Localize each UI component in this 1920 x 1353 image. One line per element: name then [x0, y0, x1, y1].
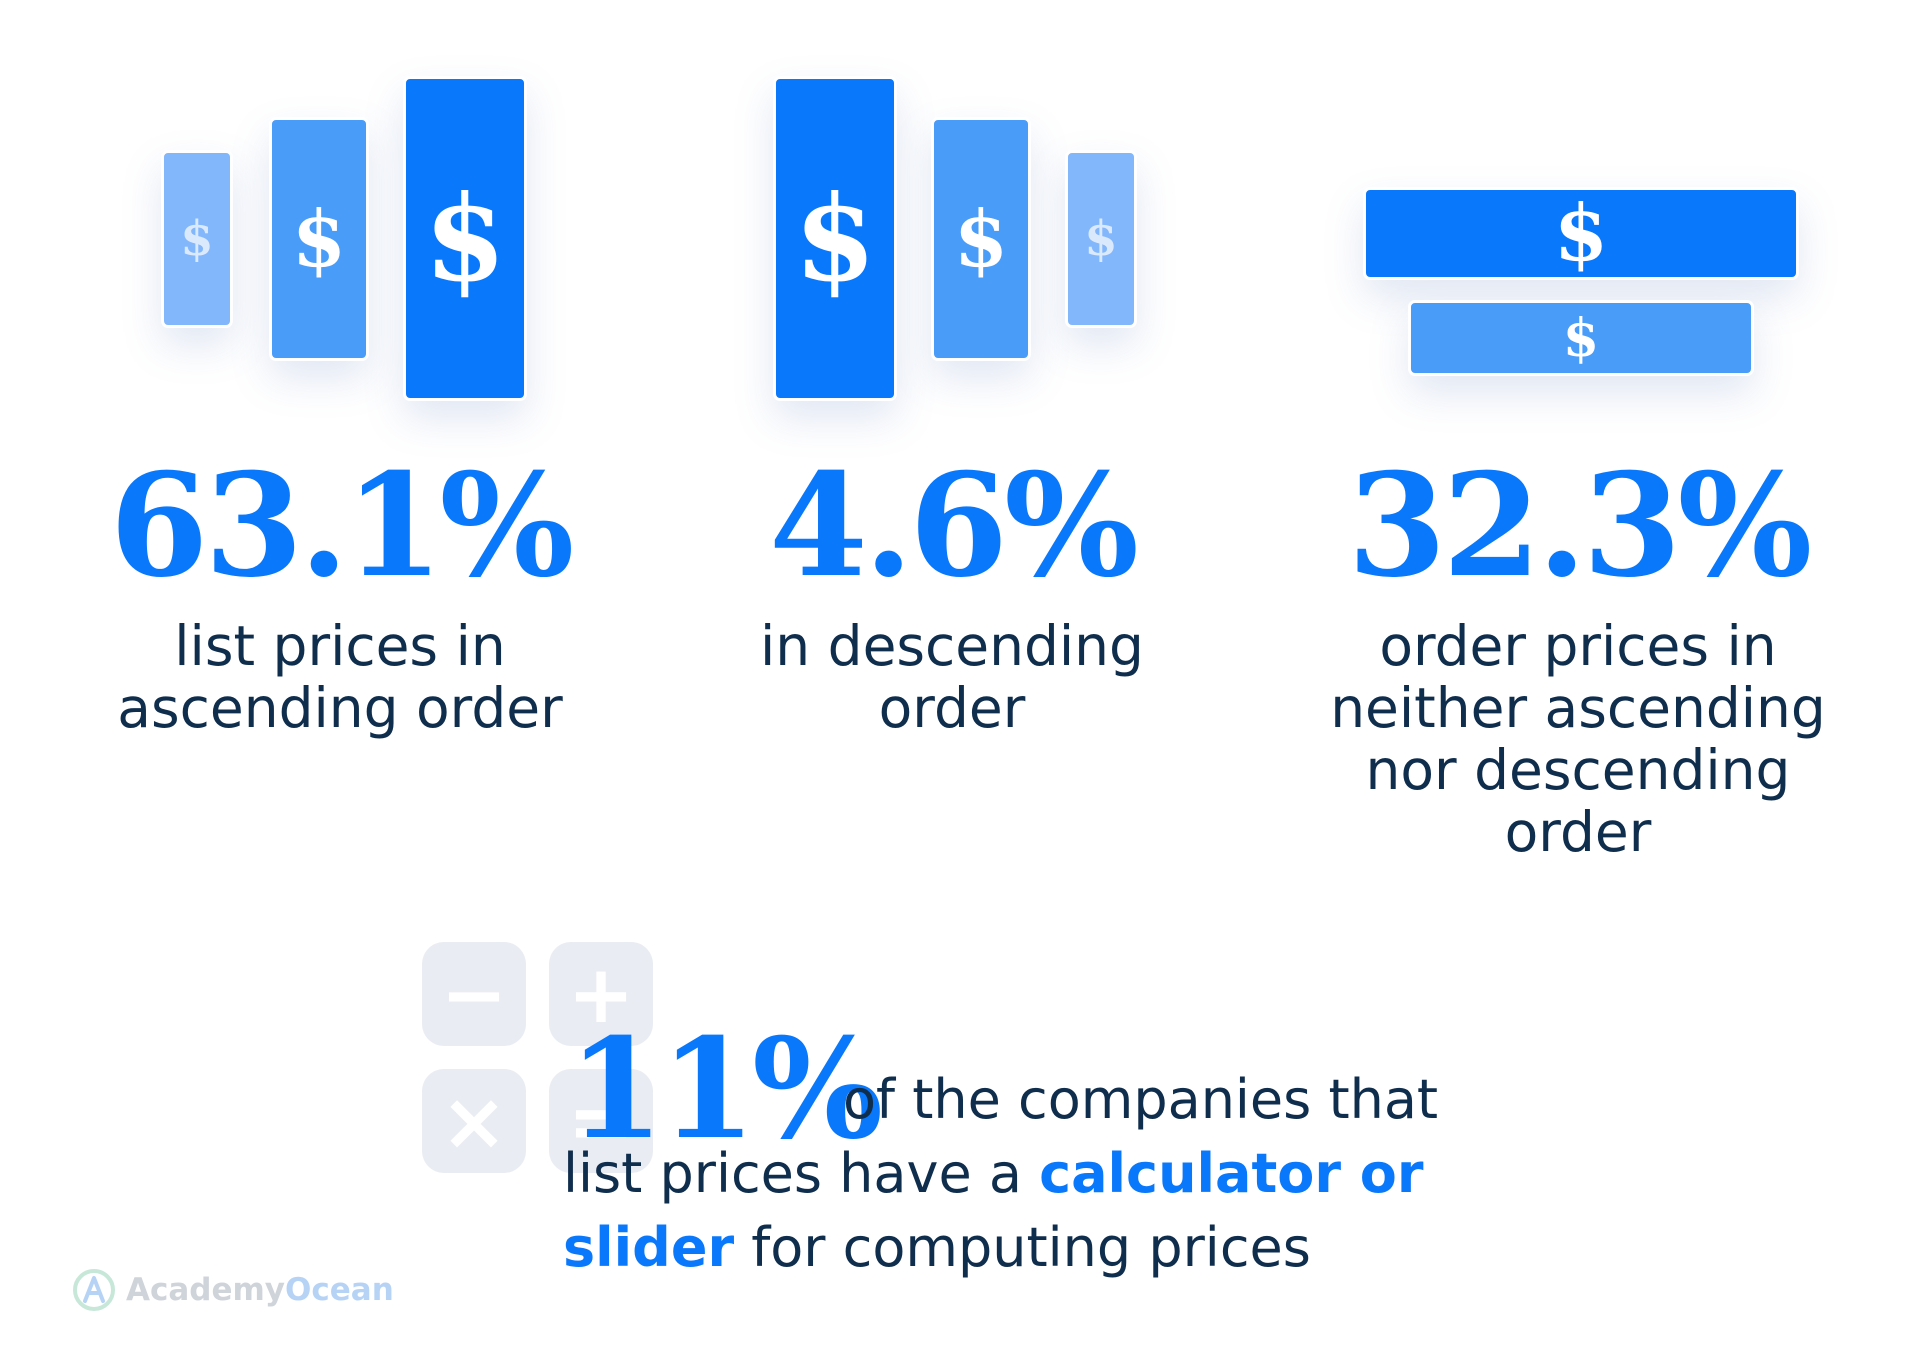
dollar-medium-icon: $	[269, 117, 369, 361]
equals-icon: =	[549, 1069, 653, 1173]
description-line: ascending order	[117, 676, 563, 740]
stat-description-descending: in descending order	[632, 615, 1272, 739]
stat-value-neither: 32.3%	[1347, 443, 1813, 609]
text-segment: for computing prices	[734, 1216, 1311, 1279]
description-line: in descending	[760, 614, 1144, 678]
dollar-medium-icon: $	[1408, 300, 1754, 376]
dollar-large-icon: $	[1363, 187, 1799, 280]
stat-description-neither: order prices in neither ascending nor de…	[1258, 615, 1898, 863]
stat-description-ascending: list prices in ascending order	[20, 615, 660, 739]
dollar-large-icon: $	[773, 76, 897, 401]
text-segment: list prices have a	[563, 1142, 1040, 1205]
academyocean-logo: AcademyOcean	[72, 1268, 394, 1312]
logo-text: AcademyOcean	[126, 1272, 394, 1308]
description-line: order	[878, 676, 1026, 740]
description-line: order	[1504, 800, 1652, 864]
description-line: neither ascending	[1330, 676, 1826, 740]
highlight-value: 11%	[568, 1007, 883, 1170]
plus-icon: +	[549, 942, 653, 1046]
calculator-highlight: calculator or	[1039, 1142, 1424, 1205]
highlight-text-line3: slider for computing prices	[563, 1216, 1311, 1279]
logo-mark-icon	[73, 1269, 115, 1311]
description-line: nor descending	[1365, 738, 1791, 802]
dollar-small-icon: $	[1065, 150, 1137, 328]
highlight-text-line1: of the companies that	[843, 1068, 1439, 1131]
stat-value-ascending: 63.1%	[109, 443, 575, 609]
multiply-icon: ×	[422, 1069, 526, 1173]
slider-highlight: slider	[563, 1216, 735, 1279]
minus-icon: −	[422, 942, 526, 1046]
logo-text-ocean: Ocean	[285, 1272, 394, 1308]
stat-value-descending: 4.6%	[769, 443, 1139, 609]
logo-text-academy: Academy	[126, 1272, 286, 1308]
description-line: order prices in	[1379, 614, 1777, 678]
dollar-medium-icon: $	[931, 117, 1031, 361]
dollar-small-icon: $	[161, 150, 233, 328]
dollar-large-icon: $	[403, 76, 527, 401]
highlight-text-line2: list prices have a calculator or	[563, 1142, 1424, 1205]
description-line: list prices in	[174, 614, 506, 678]
